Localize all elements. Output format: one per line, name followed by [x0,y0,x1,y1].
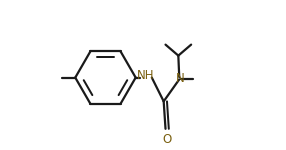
Text: O: O [162,133,172,146]
Text: NH: NH [137,69,154,82]
Text: N: N [175,72,184,85]
